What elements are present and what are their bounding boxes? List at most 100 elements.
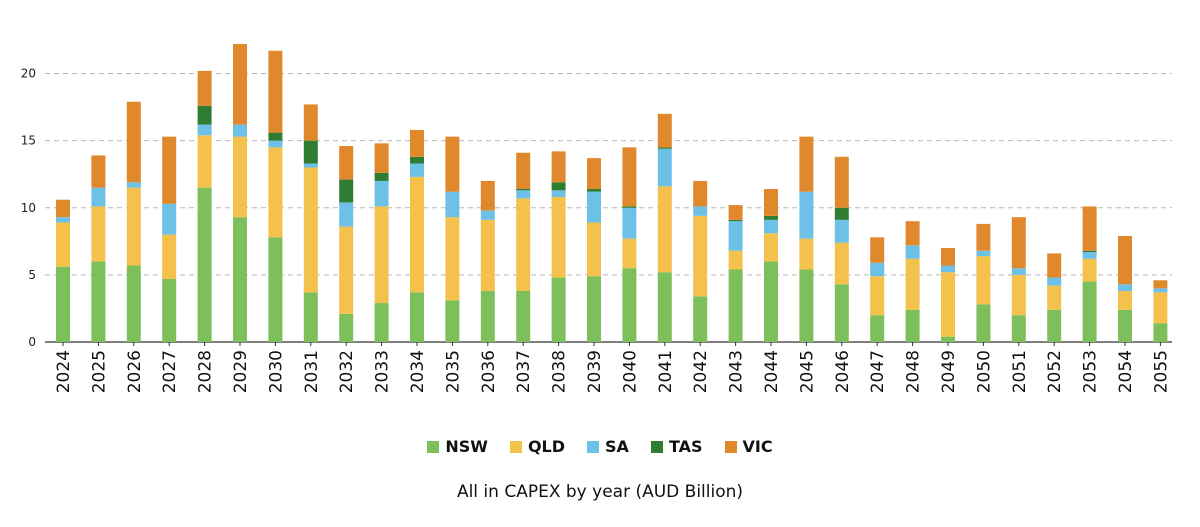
- x-tick-label: 2050: [974, 350, 994, 393]
- stacked-bar-chart: 0 5 10 15 20 2024 2025 2026 2027 2028 2029 2030 2031…: [21, 44, 1172, 393]
- y-tick-label: 20: [21, 67, 36, 81]
- x-tick-label: 2027: [160, 350, 180, 393]
- bar-segment-vic: [410, 129, 424, 157]
- bar-segment-sa: [162, 203, 177, 235]
- bar-segment-sa: [480, 210, 495, 220]
- bar-segment-tas: [764, 215, 778, 220]
- bar-segment-vic: [445, 136, 460, 192]
- x-tick-label: 2025: [89, 350, 109, 393]
- x-tick-label: 2031: [302, 350, 322, 393]
- bar-segment-sa: [1153, 288, 1168, 293]
- bar-segment-sa: [728, 221, 743, 251]
- chart-caption: All in CAPEX by year (AUD Billion): [456, 482, 744, 502]
- x-tick-label: 2034: [408, 350, 428, 393]
- bar-segment-vic: [622, 147, 637, 207]
- bar-segment-qld: [162, 234, 177, 279]
- x-tick-label: 2042: [691, 350, 711, 393]
- bar-segment-qld: [657, 186, 672, 273]
- bar-segment-qld: [976, 256, 991, 305]
- bar-segment-nsw: [657, 272, 672, 342]
- bar-segment-nsw: [197, 187, 212, 342]
- bar-segment-qld: [233, 136, 247, 218]
- bar-segment-qld: [268, 147, 283, 238]
- bar-segment-nsw: [1153, 323, 1168, 342]
- bar-segment-vic: [233, 44, 247, 125]
- bar-segment-nsw: [1047, 309, 1062, 342]
- bar-segment-qld: [834, 242, 849, 285]
- legend-swatch: [650, 440, 663, 453]
- x-tick-label: 2033: [373, 350, 393, 393]
- bar-segment-tas: [268, 132, 283, 141]
- bar-segment-nsw: [1118, 309, 1132, 342]
- bar-segment-sa: [1118, 284, 1132, 291]
- x-tick-label: 2046: [833, 350, 853, 393]
- bar-segment-sa: [1082, 252, 1097, 259]
- bar-segment-sa: [587, 191, 601, 223]
- bar-segment-qld: [1011, 274, 1026, 316]
- bar-segment-nsw: [303, 292, 318, 342]
- legend: NSW QLD SA TAS VIC: [0, 437, 1200, 456]
- bar-segment-qld: [303, 167, 318, 293]
- x-tick-label: 2039: [585, 350, 605, 393]
- bar-segment-sa: [303, 163, 318, 168]
- bar-segment-sa: [1011, 268, 1026, 275]
- bar-segment-vic: [657, 113, 672, 148]
- bar-segment-nsw: [976, 304, 991, 342]
- bar-segment-sa: [622, 207, 637, 239]
- bar-segment-sa: [197, 124, 212, 136]
- bar-segment-vic: [374, 143, 389, 173]
- bar-segment-vic: [1011, 217, 1026, 269]
- bar-segment-vic: [693, 180, 708, 207]
- bar-segment-vic: [91, 155, 106, 188]
- legend-label: SA: [605, 437, 629, 456]
- bar-segment-qld: [56, 222, 70, 267]
- legend-swatch: [587, 440, 600, 453]
- legend-item-tas: TAS: [650, 437, 703, 456]
- bar-segment-tas: [587, 188, 601, 192]
- bar-segment-tas: [303, 140, 318, 164]
- bar-segment-qld: [1082, 258, 1097, 282]
- bar-segment-vic: [339, 146, 354, 180]
- bar-segment-sa: [905, 245, 920, 259]
- bar-segment-nsw: [91, 261, 106, 342]
- x-tick-label: 2035: [443, 350, 463, 393]
- bar-segment-sa: [870, 262, 885, 277]
- x-tick-label: 2024: [54, 350, 74, 393]
- bar-segment-nsw: [162, 278, 177, 342]
- bar-segment-nsw: [551, 277, 566, 342]
- bar-segment-nsw: [480, 290, 495, 342]
- x-tick-label: 2051: [1010, 350, 1030, 393]
- bar-segment-tas: [339, 179, 354, 203]
- bar-segment-nsw: [834, 284, 849, 342]
- bar-segment-vic: [976, 223, 991, 251]
- bar-segment-qld: [693, 215, 708, 297]
- legend-swatch: [427, 440, 440, 453]
- bar-segment-sa: [1047, 277, 1062, 286]
- bar-segment-tas: [657, 147, 672, 149]
- x-tick-label: 2041: [656, 350, 676, 393]
- legend-swatch: [509, 440, 522, 453]
- bar-segment-qld: [587, 222, 601, 277]
- legend-item-vic: VIC: [724, 437, 773, 456]
- bar-segment-nsw: [941, 336, 955, 342]
- legend-label: NSW: [445, 437, 488, 456]
- bar-segment-nsw: [1011, 315, 1026, 342]
- bar-segment-tas: [551, 182, 566, 191]
- y-tick-label: 0: [28, 335, 36, 349]
- bar-segment-sa: [516, 190, 531, 199]
- bar-segment-vic: [587, 158, 601, 189]
- bar-segment-vic: [799, 136, 814, 192]
- bar-segment-qld: [374, 206, 389, 304]
- bar-segment-qld: [410, 176, 424, 293]
- bar-segment-nsw: [516, 290, 531, 342]
- x-tick-label: 2055: [1151, 350, 1171, 393]
- x-tick-label: 2037: [514, 350, 534, 393]
- x-tick-label: 2044: [762, 350, 782, 393]
- bar-segment-tas: [516, 188, 531, 191]
- bar-segment-nsw: [339, 313, 354, 342]
- bar-segment-sa: [268, 140, 283, 148]
- y-tick-label: 10: [21, 201, 36, 215]
- bar-segment-nsw: [587, 276, 601, 342]
- bar-segment-qld: [516, 198, 531, 291]
